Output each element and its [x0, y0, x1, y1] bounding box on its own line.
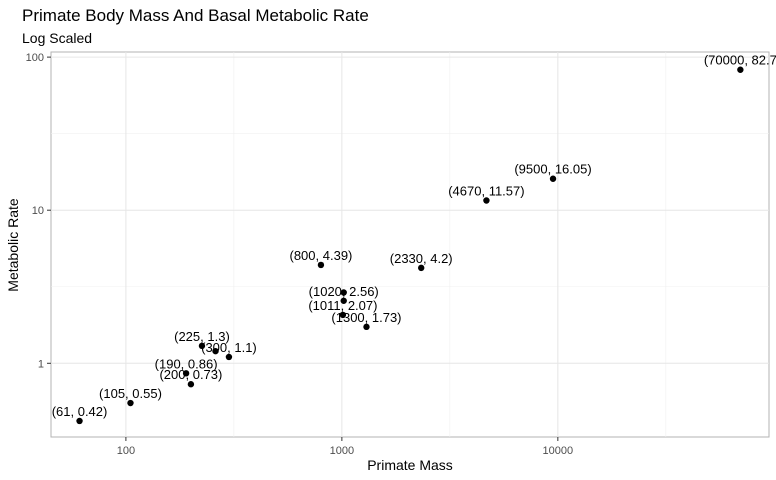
gridlines: [51, 52, 769, 437]
data-labels: (61, 0.42) (105, 0.55) (190, 0.86)(200, 0.…: [52, 53, 776, 419]
data-label: (61, 0.42): [52, 404, 108, 419]
y-tick-label: 1: [38, 358, 44, 370]
plot-panel: [50, 51, 770, 438]
data-point: [339, 311, 347, 319]
data-label: (200, 0.73): [159, 367, 222, 382]
data-label: (1300, 1.73): [331, 310, 401, 325]
data-point: [187, 381, 195, 388]
x-tick-label: 10000: [543, 445, 574, 457]
data-label: (190, 0.86): [155, 356, 218, 371]
data-point: [340, 289, 347, 296]
y-axis-title: Metabolic Rate: [5, 198, 21, 292]
data-point: [549, 175, 557, 182]
data-label: (105, 0.55): [99, 386, 162, 401]
axis-ticks: 100 1000 10000 1 10 100: [26, 52, 573, 457]
data-label: (300, 1.1): [201, 340, 257, 355]
data-point: [737, 66, 744, 73]
chart-title: Primate Body Mass And Basal Metabolic Ra…: [22, 6, 369, 25]
data-point: [225, 353, 233, 361]
data-point: [363, 323, 370, 331]
data-point: [182, 370, 190, 377]
data-label: (4670, 11.57): [448, 184, 524, 199]
data-label: (70000, 82.7: [704, 53, 776, 68]
data-point: [317, 261, 325, 269]
chart-subtitle: Log Scaled: [22, 30, 92, 46]
data-label: (1011, 2.07): [308, 298, 377, 313]
data-label: (1020, 2.56): [309, 284, 379, 299]
data-point: [76, 417, 83, 425]
x-tick-label: 100: [117, 445, 135, 457]
y-tick-label: 100: [26, 52, 44, 64]
data-point: [340, 297, 347, 304]
data-label: (9500, 16.05): [514, 162, 591, 177]
data-point: [127, 399, 134, 407]
data-label: (225, 1.3): [174, 329, 230, 344]
x-tick-label: 1000: [330, 445, 354, 457]
x-axis-title: Primate Mass: [367, 457, 453, 473]
data-points: [76, 66, 744, 425]
data-point: [483, 197, 490, 204]
y-tick-label: 10: [32, 205, 44, 217]
data-point: [418, 264, 425, 272]
data-label: (800, 4.39): [290, 248, 353, 263]
data-point: [212, 347, 219, 355]
data-label: (2330, 4.2): [390, 251, 453, 266]
data-point: [198, 342, 206, 350]
